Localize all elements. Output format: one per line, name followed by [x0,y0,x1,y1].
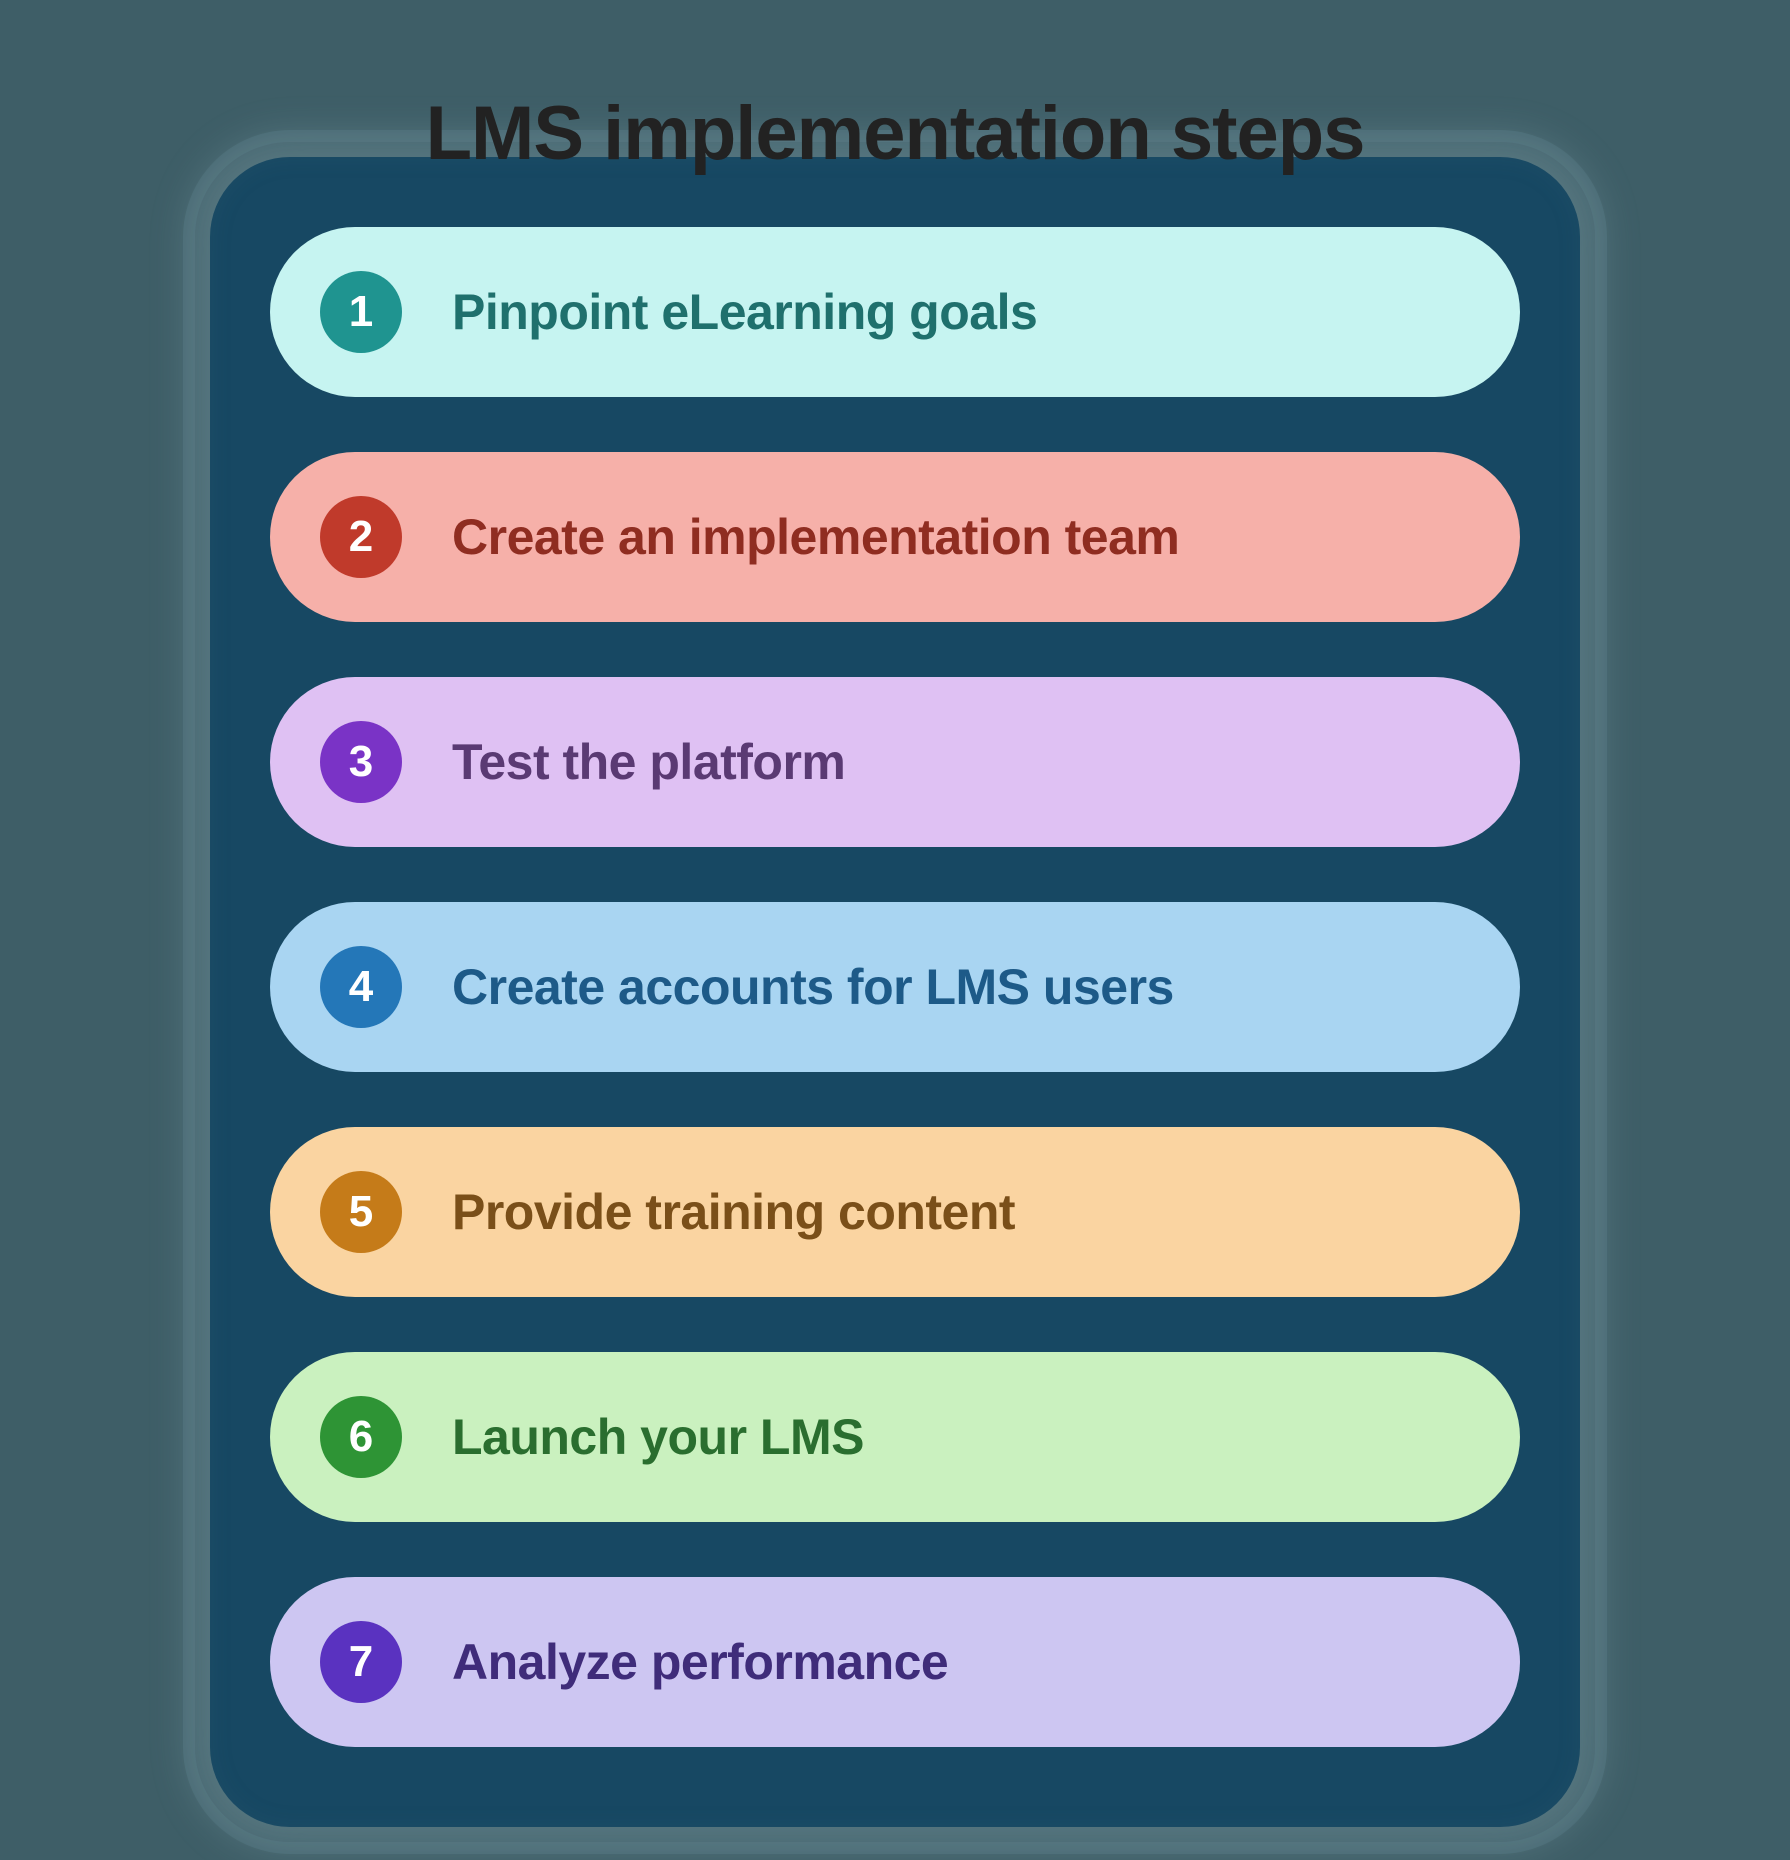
step-label: Create accounts for LMS users [452,958,1174,1016]
step-row: 5 Provide training content [270,1127,1520,1297]
step-label: Provide training content [452,1183,1015,1241]
step-row: 7 Analyze performance [270,1577,1520,1747]
step-label: Analyze performance [452,1633,948,1691]
step-row: 4 Create accounts for LMS users [270,902,1520,1072]
step-label: Launch your LMS [452,1408,864,1466]
step-row: 2 Create an implementation team [270,452,1520,622]
steps-container: 1 Pinpoint eLearning goals 2 Create an impl… [270,227,1520,1747]
steps-panel: 1 Pinpoint eLearning goals 2 Create an impl… [210,157,1580,1827]
step-number-badge: 2 [320,496,402,578]
step-label: Test the platform [452,733,845,791]
step-row: 1 Pinpoint eLearning goals [270,227,1520,397]
step-row: 6 Launch your LMS [270,1352,1520,1522]
step-label: Pinpoint eLearning goals [452,283,1037,341]
step-number-badge: 3 [320,721,402,803]
step-number-badge: 5 [320,1171,402,1253]
infographic-title: LMS implementation steps [426,90,1365,177]
step-number-badge: 1 [320,271,402,353]
step-number-badge: 4 [320,946,402,1028]
step-number-badge: 7 [320,1621,402,1703]
step-label: Create an implementation team [452,508,1179,566]
step-row: 3 Test the platform [270,677,1520,847]
step-number-badge: 6 [320,1396,402,1478]
